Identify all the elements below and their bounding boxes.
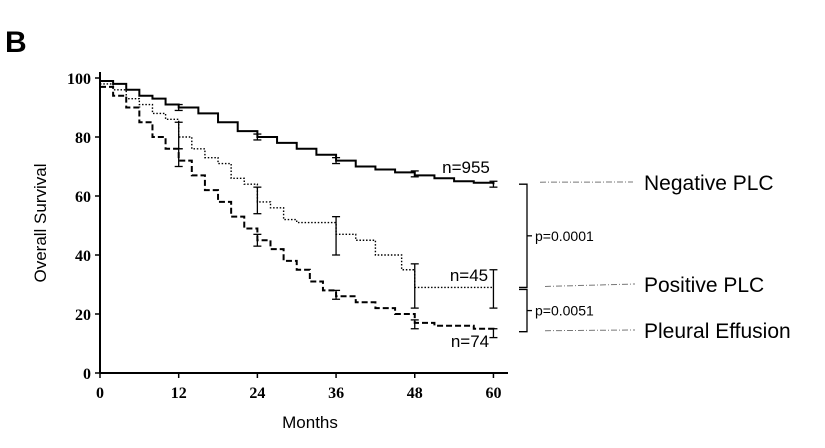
legend-label-1: Positive PLC <box>644 274 764 297</box>
y-tick-label: 20 <box>75 307 91 324</box>
x-tick-label: 36 <box>328 385 344 402</box>
y-tick-label: 40 <box>75 248 91 265</box>
n-label-0: n=955 <box>442 158 490 177</box>
bracket-pos-eff <box>519 288 528 333</box>
x-tick-label: 48 <box>407 385 423 402</box>
x-tick-label: 24 <box>249 385 265 402</box>
y-tick-label: 80 <box>75 130 91 147</box>
annotation-layer: n=955 n=45 n=74 p=0.0001 p=0.0051 Negative PL… <box>442 158 791 351</box>
x-tick-label: 12 <box>171 385 187 402</box>
bracket-neg-pos <box>519 183 528 289</box>
p-value-2: p=0.0051 <box>535 303 594 319</box>
legend-label-0: Negative PLC <box>644 172 774 195</box>
legend-leader-2 <box>544 329 636 332</box>
y-tick-label: 100 <box>67 71 91 88</box>
y-axis-label: Overall Survival <box>31 163 50 282</box>
axes: 0 12 24 36 48 60 0 20 40 60 80 100 <box>67 71 508 402</box>
x-tick-label: 60 <box>485 385 501 402</box>
panel-label: B <box>5 26 27 59</box>
survival-curve-2 <box>100 85 495 332</box>
y-tick-label: 60 <box>75 189 91 206</box>
x-tick-label: 0 <box>96 385 104 402</box>
legend-leader-1 <box>544 283 636 287</box>
n-label-1: n=45 <box>450 266 488 285</box>
legend-label-2: Pleural Effusion <box>644 320 791 343</box>
series-layer <box>100 79 498 339</box>
p-value-1: p=0.0001 <box>535 228 594 244</box>
y-tick-label: 0 <box>83 366 91 383</box>
n-label-2: n=74 <box>451 332 489 351</box>
survival-curve-0 <box>100 79 495 185</box>
survival-curve-1 <box>100 83 494 289</box>
x-axis-label: Months <box>282 413 338 432</box>
